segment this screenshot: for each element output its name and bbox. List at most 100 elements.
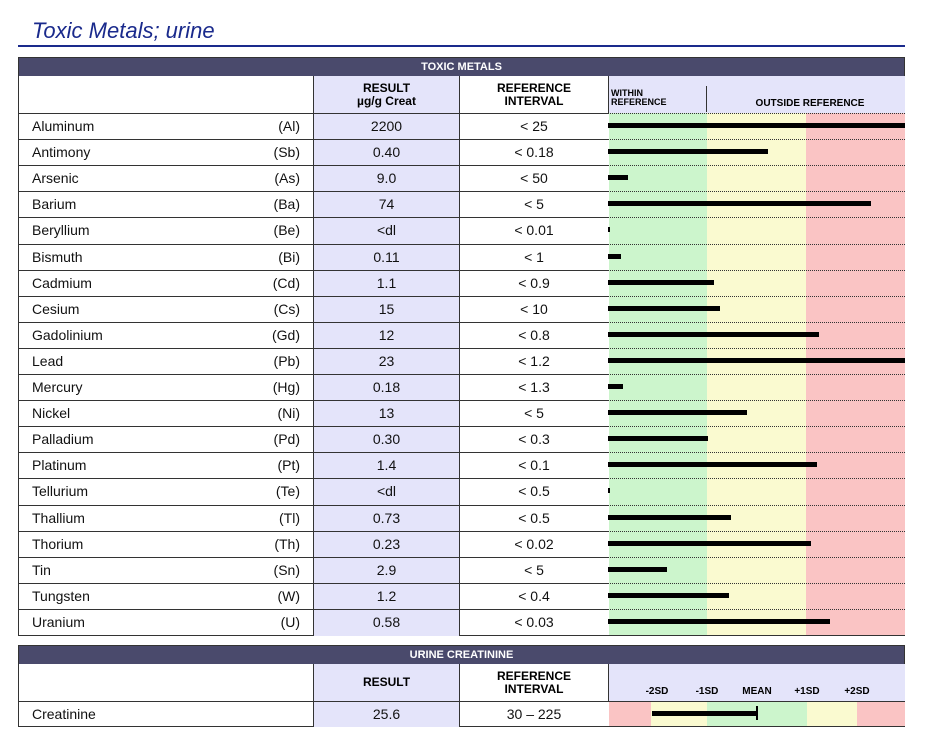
row-line xyxy=(18,243,608,245)
result-bar xyxy=(608,618,830,624)
row-line xyxy=(18,347,608,349)
metal-name: Cesium xyxy=(32,300,80,317)
metal-name: Barium xyxy=(32,196,77,213)
metal-symbol: (Cs) xyxy=(273,300,300,317)
result: 0.11 xyxy=(373,248,400,265)
sd-label: +2SD xyxy=(844,685,870,697)
header-bar: URINE CREATININE xyxy=(18,645,905,664)
result: 74 xyxy=(378,196,395,213)
reference: < 10 xyxy=(520,300,548,317)
page-title: Toxic Metals; urine xyxy=(32,18,215,43)
sd-label: MEAN xyxy=(742,685,772,697)
metal-name: Gadolinium xyxy=(32,326,103,343)
graph-line xyxy=(608,582,905,584)
metal-symbol: (Al) xyxy=(278,118,300,134)
sd-label: -1SD xyxy=(695,685,719,697)
row-line xyxy=(18,295,608,297)
result-bar xyxy=(608,201,871,207)
bar-end xyxy=(756,706,758,720)
graph-line xyxy=(608,452,905,454)
graph-line xyxy=(608,556,905,558)
graph-line xyxy=(608,426,905,428)
result: 0.40 xyxy=(372,144,401,161)
row-line xyxy=(18,608,608,610)
metal-symbol: (Te) xyxy=(275,483,300,500)
metal-name: Arsenic xyxy=(32,170,79,187)
reference: < 25 xyxy=(520,118,548,134)
graph-head-bg xyxy=(608,76,905,113)
metal-name: Bismuth xyxy=(32,248,83,265)
row-line xyxy=(18,426,608,428)
row-line xyxy=(18,530,608,532)
metal-symbol: (Gd) xyxy=(272,326,300,343)
row-line xyxy=(18,452,608,454)
metal-symbol: (Pd) xyxy=(273,431,300,448)
metal-name: Thorium xyxy=(32,535,84,552)
reference: < 0.9 xyxy=(518,274,550,291)
metal-symbol: (Pb) xyxy=(273,352,300,369)
metal-symbol: (Cd) xyxy=(272,274,300,291)
row-line xyxy=(18,165,608,167)
result: 25.6 xyxy=(372,706,401,722)
result: 1.2 xyxy=(376,587,397,604)
graph-line xyxy=(608,504,905,506)
metal-name: Platinum xyxy=(32,457,87,474)
result: 2200 xyxy=(370,118,403,134)
row-line xyxy=(18,113,608,114)
row-line xyxy=(18,556,608,558)
result: 0.73 xyxy=(372,509,401,526)
result-bar xyxy=(608,410,747,416)
row-line xyxy=(18,269,608,271)
graph-line xyxy=(608,113,905,114)
row-line xyxy=(18,582,608,584)
row-line xyxy=(18,217,608,219)
result: 9.0 xyxy=(376,170,397,187)
creat-name: Creatinine xyxy=(32,706,96,722)
metal-name: Tin xyxy=(32,561,51,578)
reference: < 0.01 xyxy=(514,222,554,239)
result: 1.1 xyxy=(376,274,397,291)
sd-label: -2SD xyxy=(645,685,669,697)
metal-name: Nickel xyxy=(32,405,71,422)
result-bar xyxy=(608,253,621,259)
graph-line xyxy=(608,347,905,349)
sd-label: +1SD xyxy=(794,685,820,697)
reference: < 0.1 xyxy=(518,457,550,474)
result-bar xyxy=(608,436,708,442)
reference: < 0.03 xyxy=(514,613,554,630)
reference: < 50 xyxy=(520,170,548,187)
metal-symbol: (Sn) xyxy=(273,561,300,578)
row-line xyxy=(18,191,608,193)
metal-name: Tellurium xyxy=(32,483,89,500)
graph-line xyxy=(608,295,905,297)
result-bar xyxy=(608,123,905,128)
row-line xyxy=(18,139,608,141)
sd-zone xyxy=(857,702,905,726)
reference: < 5 xyxy=(524,561,544,578)
result: 0.18 xyxy=(372,379,401,395)
metal-symbol: (Pt) xyxy=(277,457,300,474)
result: 12 xyxy=(378,326,395,343)
result-head: RESULT µg/g Creat xyxy=(313,78,460,112)
metal-name: Antimony xyxy=(32,144,91,161)
result: 13 xyxy=(378,405,395,422)
metal-name: Tungsten xyxy=(32,587,90,604)
title-rule xyxy=(18,45,905,47)
graph-divider xyxy=(706,86,707,112)
metal-name: Lead xyxy=(32,352,64,369)
result-bar xyxy=(608,175,628,181)
result-bar xyxy=(608,357,905,363)
sd-zone xyxy=(609,702,651,726)
metal-symbol: (U) xyxy=(280,613,300,630)
metal-symbol: (W) xyxy=(277,587,300,604)
reference: < 0.18 xyxy=(514,144,554,161)
metal-symbol: (As) xyxy=(274,170,300,187)
graph-line xyxy=(608,321,905,323)
result-bar xyxy=(652,711,757,716)
graph-line xyxy=(608,269,905,271)
metal-symbol: (Ba) xyxy=(273,196,300,213)
metal-name: Mercury xyxy=(32,379,83,395)
graph-line xyxy=(608,243,905,245)
result-bar xyxy=(608,566,667,572)
result-head: RESULT xyxy=(362,675,411,689)
